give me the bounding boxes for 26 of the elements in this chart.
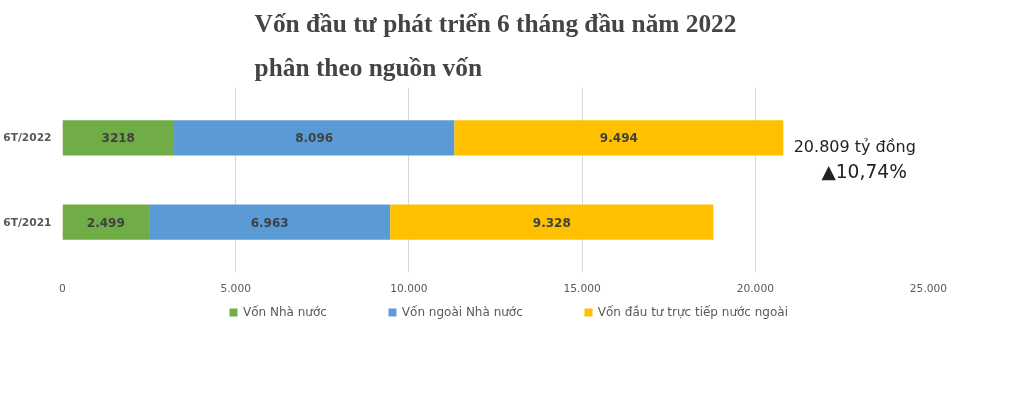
bar [454, 120, 784, 156]
legend-label: Vốn ngoài Nhà nước [401, 305, 523, 319]
data-label: 9.328 [532, 215, 571, 230]
legend-label: Vốn Nhà nước [242, 305, 327, 319]
x-tick-label: 10.000 [390, 281, 428, 295]
x-tick-label: 0 [59, 281, 67, 295]
chart-title: Vốn đầu tư phát triển 6 tháng đầu năm 2022 phân theo nguồn vốn [254, 8, 737, 82]
x-tick-label: 25.000 [909, 281, 948, 295]
x-tick-label: 20.000 [736, 281, 775, 295]
bar [173, 120, 455, 156]
annotation: ▲10,74% [821, 161, 907, 183]
data-label: 6.963 [250, 215, 289, 230]
x-tick-label: 5.000 [220, 281, 252, 295]
legend-label: Vốn đầu tư trực tiếp nước ngoài [597, 305, 789, 319]
bar [149, 204, 391, 240]
data-label: 9.494 [599, 131, 638, 146]
x-tick-label: 15.000 [563, 281, 601, 295]
y-tick-label: 6T/2022 [3, 131, 52, 145]
annotation: 20.809 tỷ đồng [793, 136, 916, 156]
data-label: 3218 [101, 131, 135, 146]
bar [62, 204, 150, 240]
data-label: 2.499 [86, 215, 125, 230]
y-tick-label: 6T/2021 [3, 215, 52, 229]
data-label: 8.096 [295, 131, 334, 146]
bar [62, 120, 174, 156]
bar [390, 204, 714, 240]
